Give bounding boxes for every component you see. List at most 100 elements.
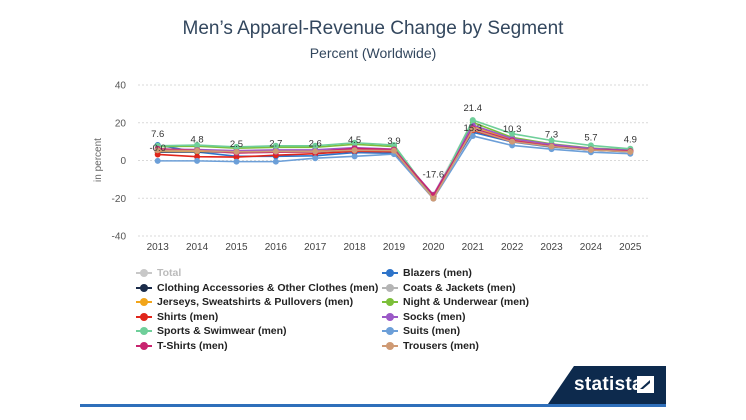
legend-marker-icon (382, 268, 398, 278)
series-line (157, 119, 631, 200)
legend-item[interactable]: Blazers (men) (382, 267, 472, 279)
legend-item[interactable]: Suits (men) (382, 325, 460, 337)
data-labels: 7.6 -0.0 4.8 2.5 2.7 2.6 4.5 3.9 -17.6 21.4 15.3 10… (150, 103, 637, 181)
x-axis-ticks: 2013 2014 2015 2016 2017 2018 2019 2020 2021 2022… (147, 242, 642, 253)
series-socks-men (154, 122, 634, 198)
series-trousers-men (154, 126, 634, 202)
x-tick-label: 2022 (501, 242, 524, 253)
data-label: 2.7 (269, 138, 282, 149)
legend-marker-icon (382, 283, 398, 293)
data-point[interactable] (154, 151, 161, 158)
x-tick-label: 2025 (619, 242, 642, 253)
legend-marker-icon (382, 326, 398, 336)
y-tick-label: 0 (120, 156, 126, 167)
data-point[interactable] (391, 147, 397, 154)
legend-marker-icon (136, 341, 152, 351)
data-point[interactable] (351, 153, 358, 160)
data-label: 4.5 (348, 135, 361, 146)
data-label: 4.9 (624, 134, 637, 145)
data-point[interactable] (627, 148, 634, 155)
legend-label: Blazers (men) (403, 267, 472, 279)
data-point[interactable] (548, 137, 555, 144)
data-point[interactable] (233, 158, 240, 165)
data-point[interactable] (312, 155, 319, 162)
data-point[interactable] (312, 148, 319, 155)
data-point[interactable] (469, 117, 476, 124)
legend-label: Suits (men) (403, 325, 461, 337)
data-point[interactable] (587, 146, 594, 153)
data-point[interactable] (351, 139, 358, 146)
data-label: 10.3 (503, 124, 522, 135)
data-point[interactable] (509, 138, 516, 145)
legend-marker-icon (136, 268, 152, 278)
legend-label: Socks (men) (403, 310, 466, 323)
legend-item[interactable]: Clothing Accessories & Other Clothes (me… (136, 282, 378, 294)
data-label: 5.7 (584, 133, 597, 144)
series-night-underwear-men (154, 119, 634, 201)
legend-label: Total (157, 267, 182, 279)
x-tick-label: 2021 (462, 242, 485, 253)
y-tick-label: 20 (115, 118, 127, 129)
chart-subtitle: Percent (Worldwide) (309, 45, 437, 61)
legend-label: Trousers (men) (403, 339, 479, 352)
legend-marker-icon (382, 341, 398, 351)
legend-item[interactable]: Night & Underwear (men) (382, 296, 529, 308)
x-tick-label: 2015 (225, 242, 248, 253)
data-point[interactable] (233, 143, 240, 150)
data-point[interactable] (587, 142, 594, 149)
data-point[interactable] (194, 153, 201, 160)
data-label: 2.6 (309, 139, 322, 150)
data-label: 4.8 (190, 134, 203, 145)
data-point[interactable] (194, 142, 201, 149)
legend-label: Coats & Jackets (men) (403, 281, 516, 294)
x-tick-label: 2017 (304, 242, 327, 253)
legend-label: Clothing Accessories & Other Clothes (me… (157, 281, 379, 294)
legend-label: Jerseys, Sweatshirts & Pullovers (men) (157, 296, 354, 308)
legend-item[interactable]: Total (136, 267, 181, 279)
y-tick-label: -20 (112, 194, 127, 205)
data-point[interactable] (233, 154, 240, 161)
data-point[interactable] (194, 147, 201, 154)
legend-marker-icon (136, 312, 152, 322)
data-point[interactable] (272, 148, 279, 155)
data-label: -0.0 (150, 143, 166, 154)
data-point[interactable] (272, 158, 279, 165)
data-label: 21.4 (464, 103, 483, 114)
line-chart: -40 -20 0 20 40 2013 2014 2015 2016 2017 2018 2019… (93, 81, 650, 253)
statista-logo: statista (574, 374, 643, 395)
legend-item[interactable]: Sports & Swimwear (men) (136, 325, 287, 337)
data-point[interactable] (351, 147, 358, 154)
data-point[interactable] (194, 157, 201, 164)
data-point[interactable] (391, 142, 397, 149)
legend-item[interactable]: Shirts (men) (136, 311, 218, 323)
legend-label: Sports & Swimwear (men) (157, 325, 287, 337)
grid-lines (138, 84, 650, 237)
legend-item[interactable]: T-Shirts (men) (136, 340, 228, 352)
legend-label: Night & Underwear (men) (403, 296, 530, 308)
data-point[interactable] (548, 143, 555, 150)
legend-item[interactable]: Coats & Jackets (men) (382, 282, 516, 294)
legend-item[interactable]: Trousers (men) (382, 340, 479, 352)
data-point[interactable] (509, 130, 516, 137)
data-point[interactable] (469, 126, 476, 133)
data-label: 7.6 (151, 129, 164, 140)
data-point[interactable] (430, 195, 437, 202)
data-point[interactable] (469, 132, 476, 139)
legend-marker-icon (382, 312, 398, 322)
data-point[interactable] (312, 142, 319, 149)
series-line (157, 121, 631, 199)
data-point[interactable] (154, 157, 161, 164)
data-label: 15.3 (464, 123, 483, 134)
x-tick-label: 2023 (540, 242, 563, 253)
data-label: 2.5 (230, 139, 243, 150)
legend-marker-icon (136, 326, 152, 336)
y-axis-label: in percent (93, 138, 104, 182)
data-point[interactable] (233, 148, 240, 155)
legend-item[interactable]: Jerseys, Sweatshirts & Pullovers (men) (136, 296, 353, 308)
legend-item[interactable]: Socks (men) (382, 311, 465, 323)
data-point[interactable] (272, 142, 279, 149)
data-label: 3.9 (387, 136, 400, 147)
legend-marker-icon (136, 283, 152, 293)
data-point[interactable] (154, 147, 161, 154)
legend-marker-icon (382, 297, 398, 307)
